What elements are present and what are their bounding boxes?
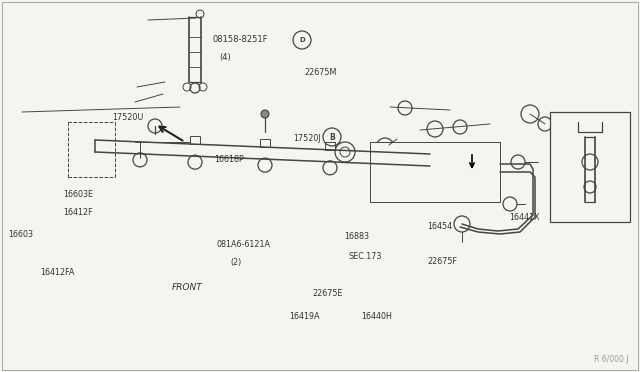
- Text: 16618P: 16618P: [214, 155, 244, 164]
- Text: 16412F: 16412F: [63, 208, 92, 217]
- Text: D: D: [299, 37, 305, 43]
- Bar: [370, 142, 500, 202]
- Text: 16603: 16603: [8, 230, 33, 239]
- Text: 17520J: 17520J: [293, 134, 321, 143]
- Text: 16412FA: 16412FA: [40, 268, 74, 277]
- Text: B: B: [329, 132, 335, 141]
- Text: R 6/000 J: R 6/000 J: [593, 355, 628, 364]
- Text: 16440H: 16440H: [362, 312, 392, 321]
- Text: 16419A: 16419A: [289, 312, 320, 321]
- Text: 16603E: 16603E: [63, 190, 93, 199]
- Text: 22675E: 22675E: [312, 289, 343, 298]
- Text: 22675M: 22675M: [304, 68, 337, 77]
- Text: 16883: 16883: [344, 232, 369, 241]
- Circle shape: [261, 110, 269, 118]
- Text: 17520U: 17520U: [112, 113, 143, 122]
- Bar: [260, 139, 270, 147]
- Text: 16441X: 16441X: [509, 213, 540, 222]
- Text: 08158-8251F: 08158-8251F: [212, 35, 268, 44]
- Text: 081A6-6121A: 081A6-6121A: [216, 240, 270, 249]
- Text: FRONT: FRONT: [172, 283, 202, 292]
- Text: 22675F: 22675F: [428, 257, 458, 266]
- Bar: [190, 136, 200, 144]
- Text: (2): (2): [230, 258, 242, 267]
- Text: (4): (4): [219, 53, 230, 62]
- Bar: [550, 112, 630, 222]
- Text: 16454: 16454: [428, 222, 452, 231]
- Bar: [325, 142, 335, 150]
- Text: SEC.173: SEC.173: [349, 252, 382, 261]
